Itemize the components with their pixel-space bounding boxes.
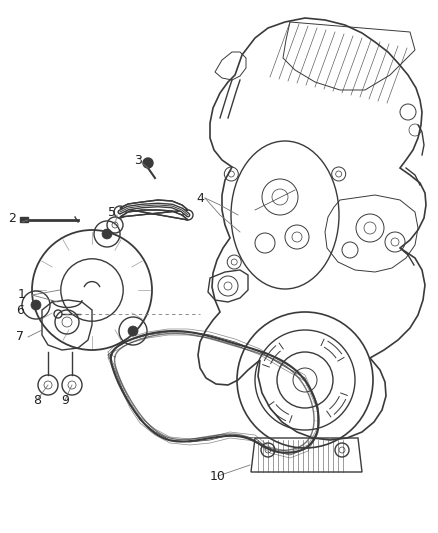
Text: 1: 1 [18,288,26,302]
Text: 5: 5 [108,206,116,220]
Text: 3: 3 [134,154,142,166]
Circle shape [102,229,112,239]
Polygon shape [120,200,188,220]
Text: 4: 4 [196,191,204,205]
Circle shape [128,326,138,336]
Circle shape [143,158,153,168]
Text: 2: 2 [8,212,16,224]
Text: 6: 6 [16,303,24,317]
Text: 7: 7 [16,330,24,343]
Circle shape [31,300,41,310]
Text: 8: 8 [33,393,41,407]
Text: 10: 10 [210,470,226,482]
Circle shape [118,210,122,214]
Circle shape [114,206,126,218]
Circle shape [183,210,193,220]
Text: 9: 9 [61,393,69,407]
Polygon shape [20,217,28,222]
